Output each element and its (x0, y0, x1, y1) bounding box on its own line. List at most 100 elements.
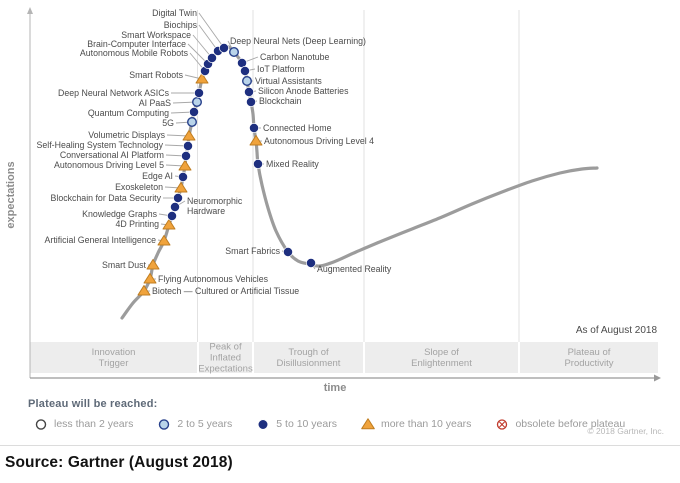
phase-label: Productivity (564, 358, 613, 369)
legend-marker-obsolete-icon (497, 419, 508, 430)
phase-label: Trigger (99, 358, 129, 369)
phase-band-cell-plateau-of-productivity (520, 342, 658, 373)
tech-label-iot-platform: IoT Platform (257, 64, 305, 74)
tech-point-artificial-general-intelligence (157, 235, 171, 246)
tech-label-quantum-computing: Quantum Computing (88, 108, 169, 118)
tech-label-autonomous-driving-level-5: Autonomous Driving Level 5 (54, 160, 164, 170)
tech-point-iot-platform (240, 66, 250, 76)
tech-label-connected-home: Connected Home (263, 123, 332, 133)
leader-line-biochips (198, 24, 219, 52)
phase-label: Inflated (210, 353, 241, 364)
tech-label-deep-neural-network-asics: Deep Neural Network ASICs (58, 88, 170, 98)
tech-label-self-healing-system-technology: Self-Healing System Technology (37, 140, 164, 150)
tech-point-self-healing-system-technology (183, 141, 193, 151)
tech-point-blockchain (246, 97, 256, 107)
tech-point-smart-robots (195, 73, 209, 84)
legend-item-2-to-5-years: 2 to 5 years (157, 417, 232, 431)
phase-label: Innovation (92, 347, 136, 358)
tech-label-silicon-anode-batteries: Silicon Anode Batteries (258, 86, 349, 96)
tech-label-carbon-nanotube: Carbon Nanotube (260, 52, 330, 62)
tech-label-virtual-assistants: Virtual Assistants (255, 76, 322, 86)
tech-label-volumetric-displays: Volumetric Displays (88, 130, 165, 140)
tech-point-virtual-assistants (241, 75, 252, 86)
tech-point-5g (186, 116, 197, 127)
tech-label-augmented-reality: Augmented Reality (317, 264, 392, 274)
tech-point-blockchain-for-data-security (173, 193, 183, 203)
phase-label: Peak of (209, 342, 242, 353)
tech-point-autonomous-driving-level-5 (178, 160, 192, 171)
phase-band-cell-peak-of-inflated-expectations (199, 342, 252, 373)
phase-label: Slope of (424, 347, 459, 358)
source-bar: Source: Gartner (August 2018) (0, 445, 680, 472)
phase-label: Disillusionment (277, 358, 341, 369)
tech-label-smart-fabrics: Smart Fabrics (225, 246, 280, 256)
legend-item-5-to-10-years: 5 to 10 years (256, 417, 337, 431)
tech-label-edge-ai: Edge AI (142, 171, 173, 181)
tech-point-mixed-reality (253, 159, 263, 169)
tech-point-connected-home (249, 123, 259, 133)
tech-label-blockchain: Blockchain (259, 96, 302, 106)
tech-label-ai-paas: AI PaaS (139, 98, 171, 108)
tech-label-brain-computer-interface: Brain-Computer Interface (87, 39, 186, 49)
phase-band-cell-slope-of-enlightenment (365, 342, 518, 373)
tech-point-neuromorphic-hardware (170, 202, 180, 212)
tech-label-conversational-ai-platform: Conversational AI Platform (60, 150, 164, 160)
tech-point-smart-dust (146, 259, 160, 270)
legend-items: less than 2 years 2 to 5 years 5 to 10 yea… (28, 417, 680, 431)
source-text: Source: Gartner (August 2018) (5, 454, 233, 471)
legend-label: obsolete before plateau (515, 418, 626, 430)
tech-point-augmented-reality (306, 258, 316, 268)
as-of-label: As of August 2018 (576, 325, 658, 336)
legend-item-obsolete-before-plateau: obsolete before plateau (495, 417, 625, 431)
tech-point-ai-paas (191, 96, 202, 107)
phase-label: Plateau of (568, 347, 611, 358)
legend-marker-white-icon (35, 419, 47, 430)
tech-point-edge-ai (178, 172, 188, 182)
tech-point-deep-neural-network-asics (194, 88, 204, 98)
tech-point-volumetric-displays (182, 130, 196, 141)
tech-label-digital-twin: Digital Twin (152, 8, 197, 18)
time-axis-arrow (654, 374, 661, 382)
tech-label-blockchain-for-data-security: Blockchain for Data Security (51, 193, 162, 203)
leader-line-smart-workspace (192, 34, 213, 59)
phase-band-cell-trough-of-disillusionment (254, 342, 363, 373)
tech-point-biotech-cultured-or-artificial-tissue (137, 285, 151, 296)
legend-label: less than 2 years (54, 418, 134, 430)
tech-label-artificial-general-intelligence: Artificial General Intelligence (45, 235, 157, 245)
legend-item-less-than-2-years: less than 2 years (34, 417, 133, 431)
phase-band-cell-innovation-trigger (30, 342, 197, 373)
legend-marker-light-icon (159, 419, 170, 430)
legend-marker-triangle-icon (361, 418, 375, 430)
tech-point-flying-autonomous-vehicles (143, 273, 157, 284)
tech-label-smart-dust: Smart Dust (102, 260, 147, 270)
tech-point-quantum-computing (189, 107, 199, 117)
tech-label-5g: 5G (162, 118, 174, 128)
tech-label-smart-workspace: Smart Workspace (121, 30, 191, 40)
phase-label: Trough of (288, 347, 329, 358)
legend: Plateau will be reached: less than 2 yea… (0, 396, 680, 442)
hype-cycle-chart: Innovation Trigger Peak of Inflated Expectat… (5, 7, 661, 394)
expectations-axis-label: expectations (5, 161, 17, 228)
tech-label-flying-autonomous-vehicles: Flying Autonomous Vehicles (158, 274, 269, 284)
tech-point-smart-workspace (207, 53, 217, 63)
phase-label: Expectations (198, 364, 253, 375)
legend-item-more-than-10-years: more than 10 years (361, 417, 471, 431)
tech-label-exoskeleton: Exoskeleton (115, 182, 163, 192)
tech-label-autonomous-mobile-robots: Autonomous Mobile Robots (80, 48, 189, 58)
tech-point-deep-neural-nets-deep-learning (228, 47, 239, 58)
phase-label: Enlightenment (411, 358, 472, 369)
leader-line-digital-twin (198, 12, 225, 49)
copyright: © 2018 Gartner, Inc. (587, 426, 664, 436)
tech-label-mixed-reality: Mixed Reality (266, 159, 319, 169)
legend-label: more than 10 years (380, 418, 472, 430)
tech-point-silicon-anode-batteries (244, 87, 254, 97)
tech-point-digital-twin (219, 43, 229, 53)
tech-label-smart-robots: Smart Robots (129, 70, 183, 80)
tech-label-knowledge-graphs: Knowledge Graphs (82, 209, 157, 219)
tech-label-neuromorphic-hardware: Neuromorphic Hardware (187, 196, 243, 216)
legend-title: Plateau will be reached: (28, 398, 158, 410)
tech-point-smart-fabrics (283, 247, 293, 257)
tech-point-autonomous-driving-level-4 (249, 135, 263, 146)
tech-point-knowledge-graphs (167, 211, 177, 221)
